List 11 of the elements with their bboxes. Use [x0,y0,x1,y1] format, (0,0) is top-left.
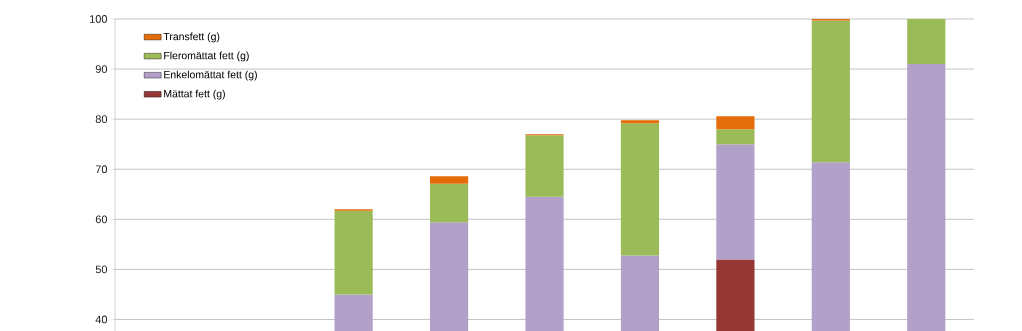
legend-label: Transfett (g) [163,32,220,43]
legend-label: Fleromättat fett (g) [164,51,249,62]
legend-label: Mättat fett (g) [164,89,225,100]
y-tick-label: 70 [95,165,108,174]
legend-label: Enkelomättat fett (g) [164,70,257,81]
y-tick-label: 50 [95,265,108,274]
y-tick-label: 60 [95,215,108,224]
y-tick-label: 40 [95,315,108,324]
y-tick-label: 90 [95,65,108,73]
y-tick-label: 80 [95,115,108,124]
y-tick-label: 100 [90,15,108,23]
